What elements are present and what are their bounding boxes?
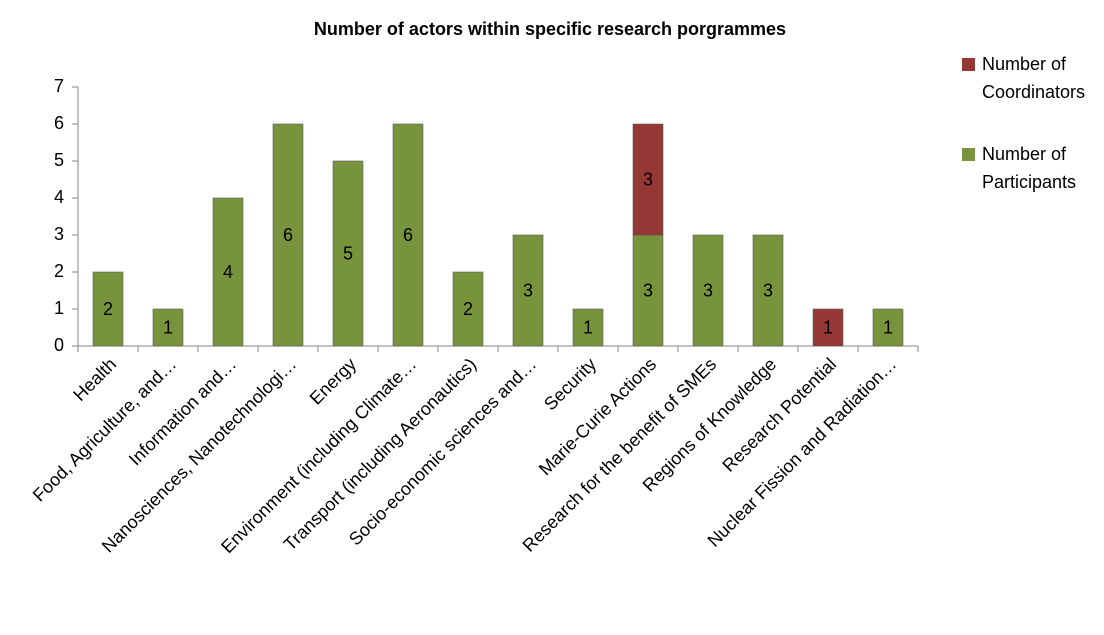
data-label: 3 (523, 280, 533, 300)
legend-swatch (962, 58, 975, 71)
bar-segment (152, 308, 184, 347)
bar-segment (92, 271, 124, 347)
y-tick-label: 2 (54, 261, 64, 281)
data-label: 2 (463, 299, 473, 319)
x-tick-label: Information and… (125, 354, 240, 469)
bar-segment (332, 160, 364, 347)
x-tick-label: Energy (306, 354, 360, 408)
data-label: 6 (283, 225, 293, 245)
bar-segment (272, 123, 304, 347)
x-tick-label: Marie-Curie Actions (535, 354, 660, 479)
y-tick-label: 6 (54, 113, 64, 133)
chart-title: Number of actors within specific researc… (314, 19, 786, 39)
data-label: 1 (163, 317, 173, 337)
data-label: 3 (643, 169, 653, 189)
bar-segment (692, 234, 724, 347)
data-label: 3 (703, 280, 713, 300)
y-tick-label: 1 (54, 298, 64, 318)
x-tick-label: Security (540, 354, 600, 414)
bar-segment (752, 234, 784, 347)
x-tick-label: Research Potential (718, 354, 840, 476)
bar-segment (812, 308, 844, 347)
y-tick-label: 0 (54, 335, 64, 355)
data-label: 1 (583, 317, 593, 337)
data-label: 3 (763, 280, 773, 300)
bar-segment (572, 308, 604, 347)
data-label: 4 (223, 262, 233, 282)
data-label: 2 (103, 299, 113, 319)
data-label: 6 (403, 225, 413, 245)
y-tick-label: 5 (54, 150, 64, 170)
data-label: 1 (823, 317, 833, 337)
bar-segment (872, 308, 904, 347)
data-label: 3 (643, 280, 653, 300)
bar-segment (392, 123, 424, 347)
y-tick-label: 3 (54, 224, 64, 244)
y-tick-label: 7 (54, 76, 64, 96)
legend-label: Number of Coordinators (982, 54, 1085, 102)
data-label: 1 (883, 317, 893, 337)
bar-segment (212, 197, 244, 347)
legend-label: Number of Participants (982, 144, 1076, 192)
legend-swatch (962, 148, 975, 161)
bar-segment (632, 234, 664, 347)
x-tick-label: Health (69, 354, 120, 405)
bar-segment (452, 271, 484, 347)
bar-segment (512, 234, 544, 347)
data-label: 5 (343, 243, 353, 263)
bar-segment (632, 123, 664, 236)
y-tick-label: 4 (54, 187, 64, 207)
